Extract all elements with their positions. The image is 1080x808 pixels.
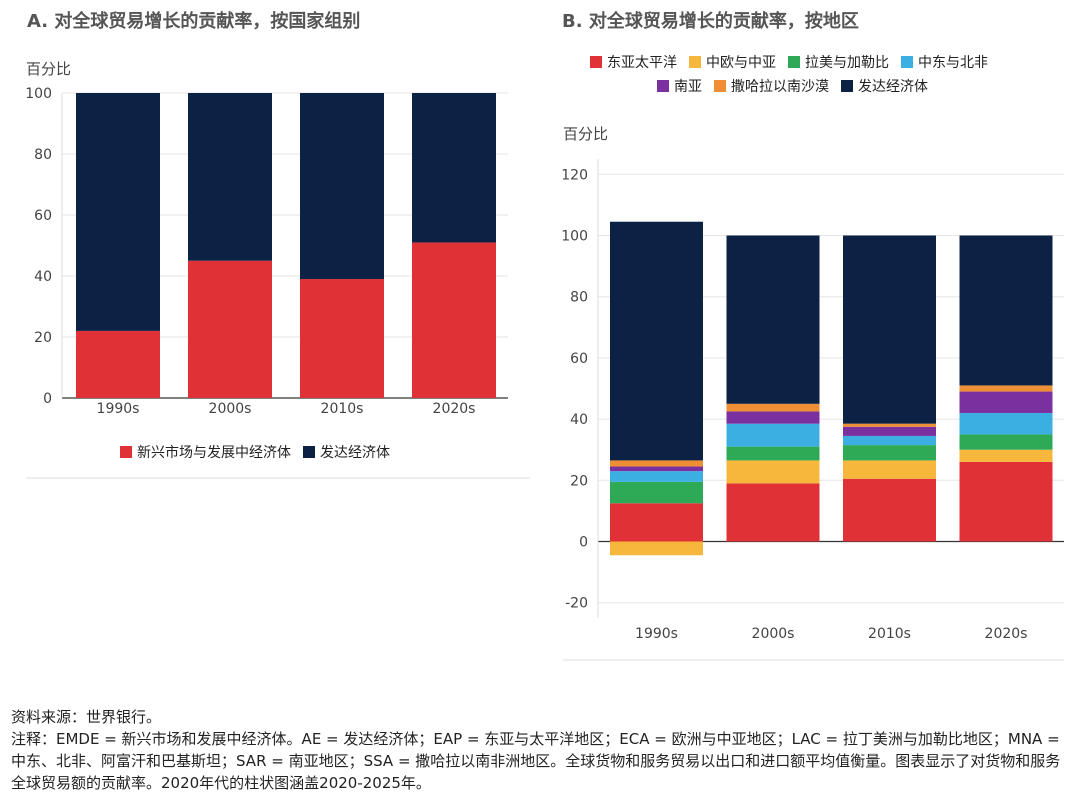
chart-b-ytick-label: 100 [561, 229, 588, 245]
chart-a-ytick-label: 100 [25, 86, 52, 102]
chart-b-category-label: 1990s [635, 626, 678, 642]
legend-item: 发达经济体 [303, 442, 390, 462]
chart-b-ytick-label: 80 [570, 290, 588, 306]
chart-b-bar-1990s-撒哈拉以南沙漠 [610, 460, 703, 467]
chart-a-ytick-label: 40 [34, 269, 52, 285]
legend-swatch [714, 80, 726, 92]
legend-label: 东亚太平洋 [607, 55, 677, 71]
legend-item: 中东与北非 [901, 52, 988, 72]
footer-note: 注释：EMDE = 新兴市场和发展中经济体。AE = 发达经济体；EAP = 东… [11, 730, 1061, 792]
chart-a-category-label: 2010s [321, 401, 364, 417]
chart-a-category-label: 1990s [97, 401, 140, 417]
chart-b-title: B. 对全球贸易增长的贡献率，按地区 [562, 11, 859, 32]
chart-b-ytick-label: 60 [570, 351, 588, 367]
chart-a-bar-2020s-新兴市场与发展中经济体 [412, 242, 496, 398]
legend-label: 新兴市场与发展中经济体 [137, 445, 291, 461]
chart-b-bar-2020s-发达经济体 [959, 235, 1053, 386]
chart-a-bar-2010s-新兴市场与发展中经济体 [300, 279, 384, 398]
legend-item: 新兴市场与发展中经济体 [120, 442, 291, 462]
chart-b-ytick-label: 20 [570, 473, 588, 489]
chart-b-bar-2010s-中欧与中亚 [843, 460, 936, 479]
chart-a-bar-2010s-发达经济体 [300, 93, 384, 280]
chart-b-bar-2020s-中东与北非 [959, 412, 1053, 435]
chart-b-bar-2010s-中东与北非 [843, 435, 936, 446]
chart-b-bar-1990s-东亚太平洋 [610, 503, 703, 542]
chart-a-category-label: 2020s [433, 401, 476, 417]
legend-label: 发达经济体 [858, 79, 928, 95]
chart-b-bar-2000s-拉美与加勒比 [726, 446, 820, 461]
chart-b-legend-row-2: 南亚 撒哈拉以南沙漠 发达经济体 [657, 76, 940, 96]
chart-b-bar-2000s-中东与北非 [726, 423, 820, 447]
legend-item: 南亚 [657, 76, 702, 96]
chart-b-bar-1990s-拉美与加勒比 [610, 481, 703, 504]
chart-b-bar-2020s-撒哈拉以南沙漠 [959, 385, 1053, 392]
chart-a-ytick-label: 60 [34, 208, 52, 224]
legend-item: 东亚太平洋 [590, 52, 677, 72]
chart-a-bar-1990s-发达经济体 [76, 93, 160, 331]
chart-b-bar-1990s-中欧与中亚 [610, 541, 703, 556]
legend-swatch [901, 56, 913, 68]
chart-b-bar-2020s-南亚 [959, 391, 1053, 413]
legend-label: 南亚 [674, 79, 702, 95]
chart-a-ytick-label: 20 [34, 330, 52, 346]
chart-a-category-label: 2000s [209, 401, 252, 417]
legend-swatch [689, 56, 701, 68]
chart-b-bar-2000s-中欧与中亚 [726, 460, 820, 484]
legend-swatch [120, 446, 132, 458]
legend-swatch [788, 56, 800, 68]
legend-item: 拉美与加勒比 [788, 52, 889, 72]
legend-label: 发达经济体 [320, 445, 390, 461]
chart-b-bar-2020s-东亚太平洋 [959, 461, 1053, 542]
chart-b-ytick-label: 0 [579, 535, 588, 551]
legend-swatch [590, 56, 602, 68]
chart-a-legend: 新兴市场与发展中经济体 发达经济体 [120, 442, 402, 462]
chart-b-bar-1990s-中东与北非 [610, 471, 703, 482]
chart-a-title: A. 对全球贸易增长的贡献率，按国家组别 [27, 11, 361, 32]
chart-b-bar-2010s-东亚太平洋 [843, 478, 936, 542]
chart-a-bar-1990s-新兴市场与发展中经济体 [76, 330, 160, 398]
chart-b-legend-row-1: 东亚太平洋 中欧与中亚 拉美与加勒比 中东与北非 [590, 52, 1000, 72]
chart-b-bar-2000s-东亚太平洋 [726, 483, 820, 542]
legend-item: 中欧与中亚 [689, 52, 776, 72]
chart-a-bar-2000s-发达经济体 [188, 93, 272, 261]
chart-b-bar-2000s-南亚 [726, 411, 820, 424]
chart-b-ytick-label: 120 [561, 167, 588, 183]
chart-b-bar-2010s-拉美与加勒比 [843, 445, 936, 461]
chart-b-bar-2010s-南亚 [843, 426, 936, 436]
charts-canvas: 百分比 0 20 40 60 80 100 1990s 2000s 2010s 2020s 百分比 -2… [25, 60, 1064, 661]
chart-b-ytick-label: 40 [570, 412, 588, 428]
chart-b-category-label: 2010s [868, 626, 911, 642]
chart-b-ylabel: 百分比 [563, 125, 608, 143]
chart-a-ytick-label: 80 [34, 147, 52, 163]
chart-b-bar-2020s-中欧与中亚 [959, 449, 1053, 462]
chart-a-bar-2000s-新兴市场与发展中经济体 [188, 260, 272, 398]
chart-b-bar-2000s-发达经济体 [726, 235, 820, 404]
footer-source: 资料来源：世界银行。 [11, 708, 162, 726]
chart-b-bar-1990s-发达经济体 [610, 221, 703, 461]
legend-swatch [303, 446, 315, 458]
chart-b-bar-2020s-拉美与加勒比 [959, 434, 1053, 450]
legend-item: 发达经济体 [841, 76, 928, 96]
legend-swatch [657, 80, 669, 92]
chart-b-bar-1990s-南亚 [610, 466, 703, 472]
chart-b-category-label: 2020s [985, 626, 1028, 642]
chart-a-bar-2020s-发达经济体 [412, 93, 496, 243]
legend-label: 撒哈拉以南沙漠 [731, 79, 829, 95]
chart-b-bar-2010s-发达经济体 [843, 235, 936, 424]
chart-a-ylabel: 百分比 [26, 60, 71, 78]
legend-label: 中东与北非 [918, 55, 988, 71]
chart-b-category-label: 2000s [752, 626, 795, 642]
legend-item: 撒哈拉以南沙漠 [714, 76, 829, 96]
chart-b-bar-2000s-撒哈拉以南沙漠 [726, 403, 820, 412]
chart-b-ytick-label: -20 [565, 596, 588, 612]
chart-a-ytick-label: 0 [43, 391, 52, 407]
legend-label: 拉美与加勒比 [805, 55, 889, 71]
chart-b-bar-2010s-撒哈拉以南沙漠 [843, 423, 936, 427]
legend-swatch [841, 80, 853, 92]
legend-label: 中欧与中亚 [706, 55, 776, 71]
